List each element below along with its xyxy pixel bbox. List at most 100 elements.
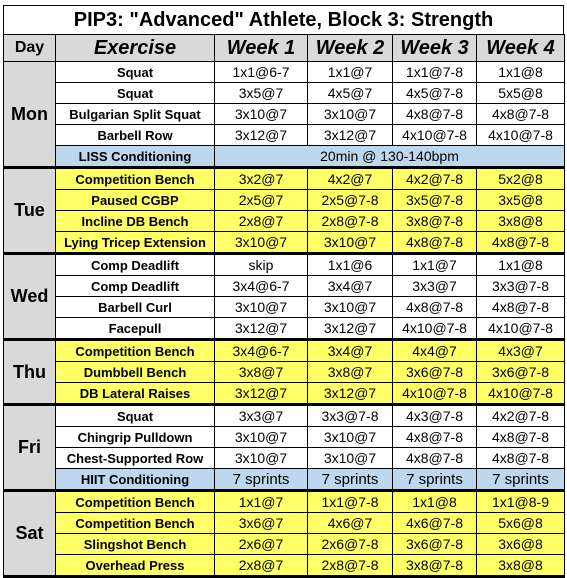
week-2-cell[interactable]: 3x12@7 [307,382,393,406]
week-1-cell[interactable]: 7 sprints [214,468,308,492]
exercise-cell[interactable]: HIIT Conditioning [55,468,215,492]
exercise-cell[interactable]: Competition Bench [55,339,215,362]
week-3-cell[interactable]: 4x3@7-8 [392,404,477,427]
week-1-cell[interactable]: 3x8@7 [214,361,308,383]
week-3-cell[interactable]: 4x8@7-8 [392,426,477,448]
week-4-cell[interactable]: 3x8@8 [476,210,565,232]
week-4-cell[interactable]: 4x8@7-8 [476,103,565,125]
week-2-cell[interactable]: 1x1@7 [307,61,393,83]
week-2-cell[interactable]: 2x8@7-8 [307,210,393,232]
week-2-cell[interactable]: 3x12@7 [307,317,393,341]
week-1-cell[interactable]: 2x5@7 [214,189,308,211]
week-1-cell[interactable]: 3x10@7 [214,296,308,318]
week-1-cell[interactable]: 1x1@6-7 [214,61,308,83]
week-3-cell[interactable]: 4x10@7-8 [392,382,477,406]
week-3-cell[interactable]: 1x1@8 [392,490,477,513]
week-1-cell[interactable]: 3x5@7 [214,82,308,104]
day-cell-wed[interactable]: Wed [3,253,56,341]
week-1-cell[interactable]: skip [214,253,308,276]
exercise-cell[interactable]: Comp Deadlift [55,275,215,297]
week-2-cell[interactable]: 3x10@7 [307,426,393,448]
week-2-cell[interactable]: 4x6@7 [307,512,393,534]
week-2-cell[interactable]: 2x8@7-8 [307,554,393,578]
week-1-cell[interactable]: 2x8@7 [214,210,308,232]
week-3-cell[interactable]: 4x10@7-8 [392,317,477,341]
week-4-cell[interactable]: 4x10@7-8 [476,382,565,406]
week-4-cell[interactable]: 1x1@8-9 [476,490,565,513]
exercise-cell[interactable]: Chest-Supported Row [55,447,215,469]
week-3-cell[interactable]: 4x4@7 [392,339,477,362]
day-cell-sat[interactable]: Sat [3,490,56,578]
week-1-cell[interactable]: 3x10@7 [214,231,308,255]
exercise-cell[interactable]: Squat [55,404,215,427]
week-2-cell[interactable]: 3x12@7 [307,124,393,146]
week-2-cell[interactable]: 1x1@7-8 [307,490,393,513]
week-2-cell[interactable]: 3x10@7 [307,231,393,255]
week-1-cell[interactable]: 3x10@7 [214,447,308,469]
header-day[interactable]: Day [3,34,56,62]
day-cell-thu[interactable]: Thu [3,339,56,406]
week-4-cell[interactable]: 5x5@8 [476,82,565,104]
week-2-cell[interactable]: 7 sprints [307,468,393,492]
week-1-cell[interactable]: 2x6@7 [214,533,308,555]
week-4-cell[interactable]: 4x2@7-8 [476,404,565,427]
week-2-cell[interactable]: 3x4@7 [307,275,393,297]
exercise-cell[interactable]: Facepull [55,317,215,341]
week-3-cell[interactable]: 1x1@7-8 [392,61,477,83]
week-3-cell[interactable]: 3x6@7-8 [392,533,477,555]
week-3-cell[interactable]: 3x6@7-8 [392,361,477,383]
day-cell-mon[interactable]: Mon [3,61,56,169]
week-2-cell[interactable]: 3x4@7 [307,339,393,362]
week-4-cell[interactable]: 4x8@7-8 [476,447,565,469]
exercise-cell[interactable]: Slingshot Bench [55,533,215,555]
exercise-cell[interactable]: Chingrip Pulldown [55,426,215,448]
week-3-cell[interactable]: 4x5@7-8 [392,82,477,104]
week-3-cell[interactable]: 7 sprints [392,468,477,492]
exercise-cell[interactable]: DB Lateral Raises [55,382,215,406]
exercise-cell[interactable]: Overhead Press [55,554,215,578]
week-4-cell[interactable]: 1x1@8 [476,253,565,276]
exercise-cell[interactable]: Comp Deadlift [55,253,215,276]
exercise-cell[interactable]: Barbell Curl [55,296,215,318]
header-week-1[interactable]: Week 1 [214,34,308,62]
week-4-cell[interactable]: 4x8@7-8 [476,296,565,318]
week-2-cell[interactable]: 3x10@7 [307,103,393,125]
week-2-cell[interactable]: 1x1@6 [307,253,393,276]
week-1-cell[interactable]: 3x10@7 [214,103,308,125]
day-cell-fri[interactable]: Fri [3,404,56,492]
week-4-cell[interactable]: 4x10@7-8 [476,124,565,146]
week-3-cell[interactable]: 4x6@7-8 [392,512,477,534]
week-2-cell[interactable]: 3x10@7 [307,296,393,318]
week-4-cell[interactable]: 3x3@7-8 [476,275,565,297]
week-1-cell[interactable]: 3x4@6-7 [214,275,308,297]
week-3-cell[interactable]: 4x8@7-8 [392,296,477,318]
week-4-cell[interactable]: 3x5@8 [476,189,565,211]
week-3-cell[interactable]: 4x8@7-8 [392,103,477,125]
week-1-cell[interactable]: 3x12@7 [214,382,308,406]
week-1-cell[interactable]: 3x12@7 [214,124,308,146]
week-4-cell[interactable]: 7 sprints [476,468,565,492]
exercise-cell[interactable]: Dumbbell Bench [55,361,215,383]
week-1-cell[interactable]: 3x4@6-7 [214,339,308,362]
exercise-cell[interactable]: Squat [55,61,215,83]
week-3-cell[interactable]: 3x8@7-8 [392,210,477,232]
week-4-cell[interactable]: 1x1@8 [476,61,565,83]
week-4-cell[interactable]: 4x8@7-8 [476,426,565,448]
week-4-cell[interactable]: 4x8@7-8 [476,231,565,255]
week-3-cell[interactable]: 3x5@7-8 [392,189,477,211]
week-4-cell[interactable]: 3x6@8 [476,533,565,555]
week-3-cell[interactable]: 3x8@7-8 [392,554,477,578]
exercise-cell[interactable]: Paused CGBP [55,189,215,211]
week-2-cell[interactable]: 4x5@7 [307,82,393,104]
week-1-cell[interactable]: 2x8@7 [214,554,308,578]
week-2-cell[interactable]: 4x2@7 [307,167,393,190]
week-1-cell[interactable]: 3x2@7 [214,167,308,190]
week-4-cell[interactable]: 4x10@7-8 [476,317,565,341]
week-2-cell[interactable]: 2x6@7-8 [307,533,393,555]
exercise-cell[interactable]: Competition Bench [55,490,215,513]
exercise-cell[interactable]: Bulgarian Split Squat [55,103,215,125]
week-4-cell[interactable]: 3x8@8 [476,554,565,578]
exercise-cell[interactable]: Competition Bench [55,512,215,534]
week-3-cell[interactable]: 4x10@7-8 [392,124,477,146]
week-3-cell[interactable]: 4x2@7-8 [392,167,477,190]
